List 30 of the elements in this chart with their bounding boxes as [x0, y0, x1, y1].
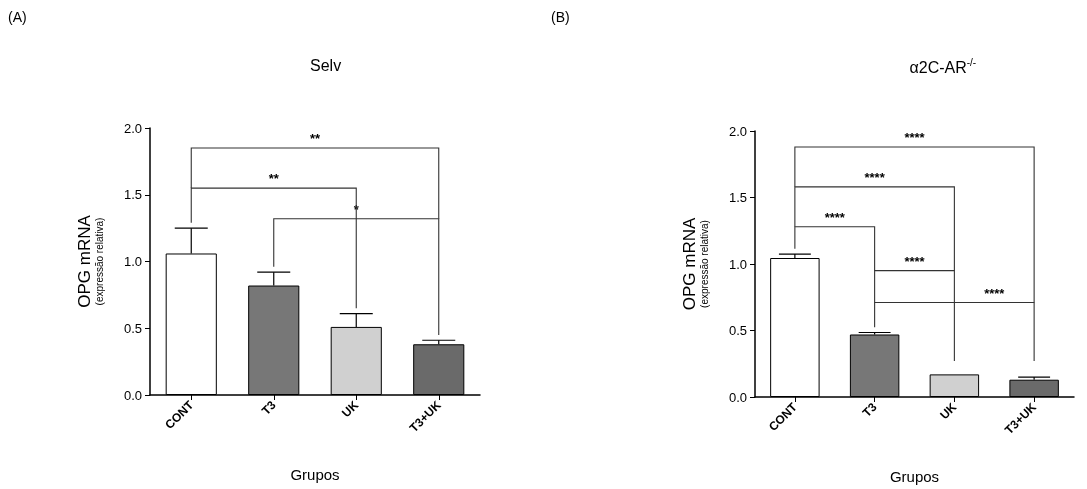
annotation: **** — [984, 285, 1006, 301]
y-tick-label: 0.5 — [728, 323, 747, 338]
y-tick-label: 2.0 — [728, 123, 747, 139]
y-tick-label: 1.0 — [123, 254, 142, 269]
x-tick-label: UK — [937, 399, 960, 423]
x-axis-title: Grupos — [290, 466, 340, 483]
annotation: **** — [864, 169, 886, 185]
y-tick-label: 0.0 — [123, 387, 142, 403]
y-tick-label: 0.0 — [728, 389, 747, 405]
y-axis-title: OPG mRNA (expressão relativa) — [679, 217, 710, 311]
annotation: * — [353, 201, 360, 217]
x-tick-label: T3 — [859, 399, 880, 420]
x-tick-label: T3 — [258, 397, 279, 418]
annotation: ** — [268, 171, 280, 187]
y-tick-label: 1.5 — [123, 187, 142, 203]
text: (A) — [8, 9, 27, 25]
annotation: **** — [824, 209, 846, 225]
y-tick-label: 2.0 — [123, 120, 142, 136]
annotation: **** — [904, 253, 926, 269]
x-tick-label: UK — [339, 397, 362, 421]
chart-title: Selv — [310, 56, 342, 74]
text: (B) — [551, 9, 570, 25]
y-tick-label: 1.0 — [728, 256, 747, 272]
y-axis-title: OPG mRNA (expressão relativa) — [74, 214, 105, 308]
y-tick-label: 1.5 — [728, 190, 747, 205]
annotation: ** — [309, 131, 321, 147]
x-axis-title: Grupos — [889, 468, 940, 485]
chart-title: α2C-AR-/- — [909, 56, 977, 76]
annotation: **** — [904, 129, 926, 145]
y-tick-label: 0.5 — [123, 320, 142, 336]
